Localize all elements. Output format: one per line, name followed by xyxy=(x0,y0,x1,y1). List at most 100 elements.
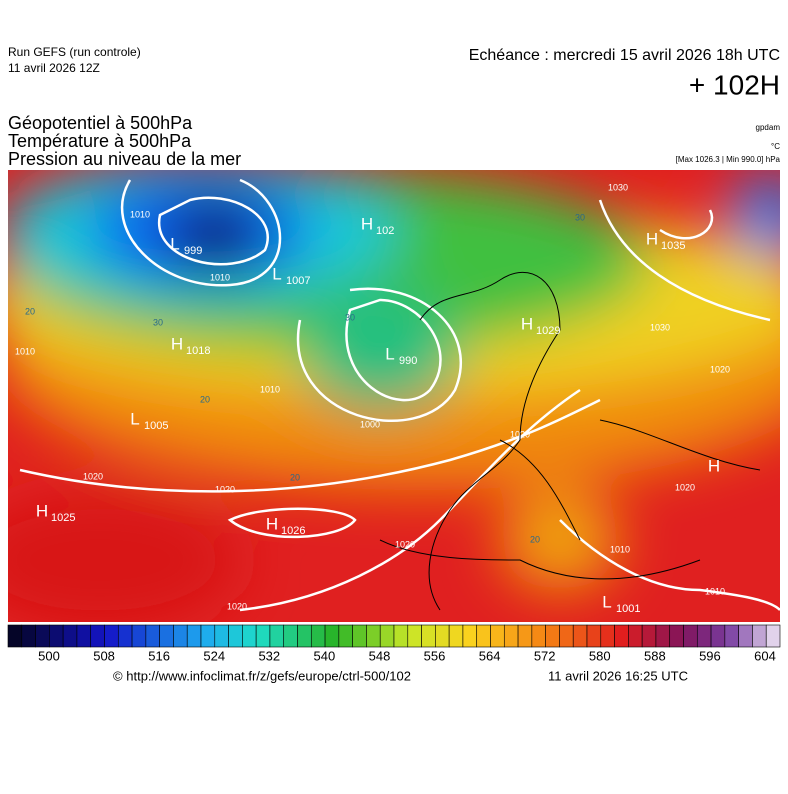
colorbar-tick-label: 532 xyxy=(258,648,280,663)
map xyxy=(8,170,780,622)
center-type: H xyxy=(708,456,720,475)
colorbar-swatch xyxy=(476,624,491,648)
colorbar-swatch xyxy=(21,624,36,648)
unit: °C xyxy=(771,142,780,151)
colorbar-swatch xyxy=(669,624,684,648)
lead-time: + 102H xyxy=(689,69,780,100)
colorbar-swatch xyxy=(117,624,133,648)
unit: [Max 1026.3 | Min 990.0] hPa xyxy=(676,155,781,164)
colorbar-swatch xyxy=(324,624,340,648)
colorbar-swatch xyxy=(600,624,615,648)
center-type: H xyxy=(361,214,373,233)
colorbar-swatch xyxy=(62,624,78,648)
center-value: 1018 xyxy=(186,345,210,357)
run: Run GEFS (run controle) xyxy=(8,45,141,59)
colorbar-swatch xyxy=(572,624,588,648)
colorbar-tick-label: 596 xyxy=(699,648,721,663)
isobar-label: 1010 xyxy=(15,346,35,356)
colorbar-tick-label: 524 xyxy=(203,648,225,663)
center-type: H xyxy=(646,229,658,248)
colorbar-swatch xyxy=(421,624,436,648)
colorbar-swatch xyxy=(531,624,546,648)
isobar-label: 1020 xyxy=(215,484,235,494)
colorbar-swatch xyxy=(228,624,243,648)
isobar-label: 1020 xyxy=(675,482,695,492)
isobar-label: 1030 xyxy=(650,322,670,332)
isobar-label: 1030 xyxy=(608,182,628,192)
colorbar-tick-label: 508 xyxy=(93,648,115,663)
isobar-label: 1020 xyxy=(710,364,730,374)
unit: gpdam xyxy=(756,123,781,132)
title: Pression au niveau de la mer xyxy=(8,149,241,169)
center-type: L xyxy=(170,234,179,253)
center-value: 102 xyxy=(376,225,394,237)
colorbar-tick-label: 548 xyxy=(369,648,391,663)
colorbar-swatch xyxy=(407,624,422,648)
colorbar-swatch xyxy=(503,624,519,648)
isobars xyxy=(19,178,780,612)
colorbar-swatch xyxy=(104,624,119,648)
colorbar-swatch xyxy=(614,624,629,648)
colorbar-swatch xyxy=(545,624,560,648)
colorbar: 500 508 516 524 532 540 548 556 564 572 580 588 596 6… xyxy=(7,624,781,663)
colorbar-swatch xyxy=(752,624,767,648)
center-value: 1035 xyxy=(661,240,685,252)
isobar-label: 1010 xyxy=(130,209,150,219)
isobar-label: 1010 xyxy=(705,586,725,596)
colorbar-swatch xyxy=(200,624,216,648)
colorbar-tick-label: 604 xyxy=(754,648,776,663)
colorbar-swatch xyxy=(7,624,23,648)
colorbar-swatch xyxy=(765,624,781,648)
colorbar-swatch xyxy=(683,624,698,648)
center-value: 999 xyxy=(184,245,202,257)
colorbar-swatch xyxy=(310,624,326,648)
colorbar-tick-label: 500 xyxy=(38,648,60,663)
title: Température à 500hPa xyxy=(8,131,192,151)
temperature-label: 30 xyxy=(345,312,355,322)
colorbar-swatch xyxy=(255,624,271,648)
colorbar-tick-label: 572 xyxy=(534,648,556,663)
colorbar-tick-label: 516 xyxy=(148,648,170,663)
colorbar-swatch xyxy=(173,624,188,648)
center-value: 990 xyxy=(399,355,417,367)
colorbar-swatch xyxy=(448,624,464,648)
center-type: L xyxy=(602,592,611,611)
center-value: 1001 xyxy=(616,603,640,615)
isobar-label: 1020 xyxy=(227,601,247,611)
colorbar-swatch xyxy=(641,624,657,648)
colorbar-tick-label: 580 xyxy=(589,648,611,663)
title: Géopotentiel à 500hPa xyxy=(8,113,193,133)
colorbar-swatch xyxy=(462,624,478,648)
center-value: 1005 xyxy=(144,420,168,432)
colorbar-swatch xyxy=(131,624,147,648)
colorbar-tick-label: 588 xyxy=(644,648,666,663)
colorbar-swatch xyxy=(724,624,739,648)
colorbar-swatch xyxy=(90,624,105,648)
colorbar-swatch xyxy=(435,624,450,648)
center-value: 1025 xyxy=(51,512,75,524)
colorbar-swatch xyxy=(49,624,64,648)
colorbar-swatch xyxy=(517,624,533,648)
colorbar-swatch xyxy=(214,624,229,648)
center-value: 1007 xyxy=(286,275,310,287)
colorbar-swatch xyxy=(352,624,367,648)
isobar-label: 1000 xyxy=(360,419,380,429)
colorbar-swatch xyxy=(366,624,381,648)
run-date: 11 avril 2026 12Z xyxy=(8,61,100,75)
colorbar-swatch xyxy=(696,624,712,648)
temperature-label: 20 xyxy=(200,394,210,404)
isobar-label: 1020 xyxy=(510,429,530,439)
colorbar-swatch xyxy=(297,624,312,648)
isobar-label: 1010 xyxy=(260,384,280,394)
colorbar-swatch xyxy=(490,624,505,648)
colorbar-swatch xyxy=(738,624,753,648)
temperature-label: 30 xyxy=(153,317,163,327)
colorbar-swatch xyxy=(186,624,202,648)
temperature-label: 30 xyxy=(575,212,585,222)
isobar-label: 1020 xyxy=(395,539,415,549)
colorbar-swatch xyxy=(283,624,298,648)
colorbar-swatch xyxy=(269,624,285,648)
colorbar-swatch xyxy=(35,624,50,648)
colorbar-swatch xyxy=(710,624,726,648)
